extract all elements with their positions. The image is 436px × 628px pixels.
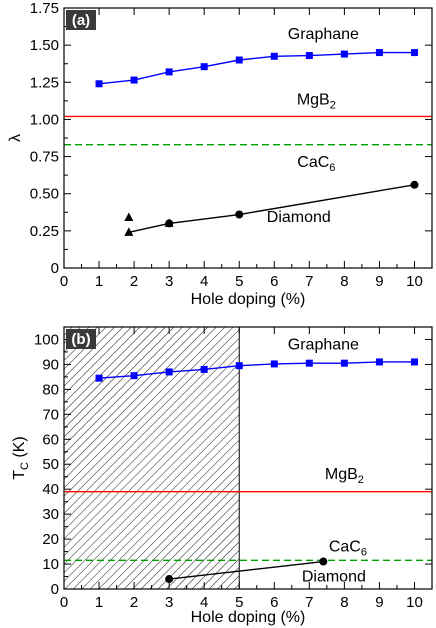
panel-b-xtick-label: 6 (270, 594, 278, 611)
panel-b-ytick-label: 20 (42, 531, 59, 548)
panel-a-y-axis-title: λ (7, 134, 24, 142)
panel-b-xtick-label: 4 (200, 594, 208, 611)
panel-a-label-diamond: Diamond (267, 209, 331, 226)
panel-a-xtick-label: 6 (270, 273, 278, 290)
panel-a-series-diamond-point-2 (235, 210, 244, 219)
panel-b-series-diamond-line (169, 560, 324, 580)
panel-a-series-graphane-point-2 (130, 76, 138, 84)
panel-b-series-graphane-point-6 (270, 360, 278, 368)
panel-b-series-diamond-point-2 (319, 557, 328, 566)
panel-b-series-graphane-point-3 (165, 368, 173, 376)
panel-a-panel-tag: (a) (72, 12, 90, 29)
panel-b-ytick-label: 40 (42, 481, 59, 498)
panel-a-series-graphane-point-4 (200, 63, 208, 71)
panel-b-x-axis-title: Hole doping (%) (191, 609, 306, 626)
panel-b-series-graphane-point-10 (410, 358, 418, 366)
panel-a-panel-tag-bg (66, 10, 96, 30)
panel-b-ytick-label: 10 (42, 556, 59, 573)
panel-a-xtick-label: 4 (200, 273, 208, 290)
panel-a-series-graphane-point-7 (305, 52, 313, 60)
panel-b-series-graphane-point-8 (340, 359, 348, 367)
panel-b-xtick-label: 3 (165, 594, 173, 611)
panel-b-xtick-label: 5 (235, 594, 243, 611)
panel-a-ytick-label: 1.00 (30, 111, 59, 128)
panel-a-label-cac: CaC6 (297, 154, 335, 174)
panel-a-series-graphane-point-8 (340, 50, 348, 58)
panel-a-xtick-label: 8 (340, 273, 348, 290)
panel-a-xtick-label: 5 (235, 273, 243, 290)
panel-b-panel-tag: (b) (71, 331, 90, 348)
panel-b-xtick-label: 10 (406, 594, 423, 611)
panel-a-ytick-label: 0.50 (30, 186, 59, 203)
panel-b-xtick-label: 1 (95, 594, 103, 611)
panel-a-ytick-label: 1.50 (30, 37, 59, 54)
panel-b-ytick-label: 100 (34, 331, 59, 348)
panel-a-series-extra-3-line (128, 222, 170, 234)
panel-a-series-extra-2-point-1 (124, 212, 134, 221)
panel-b-plot-frame (63, 326, 433, 590)
panel-b-xtick-label: 7 (305, 594, 313, 611)
panel-b-series-graphane-line (98, 361, 415, 379)
panel-b-series-graphane-point-1 (95, 374, 103, 382)
panel-b-hatched-region (63, 326, 240, 590)
panel-a-xtick-label: 0 (60, 273, 68, 290)
panel-b-label-diamond: Diamond (302, 569, 366, 586)
panel-a-xtick-label: 7 (305, 273, 313, 290)
panel-b-xtick-label: 9 (375, 594, 383, 611)
panel-b-ytick-label: 30 (42, 506, 59, 523)
panel-a-ytick-label: 0.25 (30, 223, 59, 240)
panel-a-ytick-label: 0 (51, 260, 59, 277)
panel-a-series-graphane-line (98, 51, 415, 85)
panel-a-series-graphane-point-3 (165, 68, 173, 76)
panel-b-xtick-label: 2 (130, 594, 138, 611)
panel-a-label-mgb: MgB2 (297, 92, 336, 112)
panel-a-series-diamond-point-3 (410, 180, 419, 189)
panel-b-label-cac: CaC6 (329, 539, 367, 559)
panel-b-series-graphane-point-2 (130, 372, 138, 380)
panel-a-xtick-label: 3 (165, 273, 173, 290)
panel-b-series-graphane-point-5 (235, 362, 243, 370)
panel-a-chart: 0 1 2 3 4 5 6 7 8 9 10 0 0.25 0.50 0.75 1.00 1.25 1.50 1.7… (7, 0, 433, 308)
panel-a-ytick-label: 1.25 (30, 74, 59, 91)
panel-a-series-graphane-point-5 (235, 56, 243, 64)
panel-a-xtick-label: 2 (130, 273, 138, 290)
panel-b-ytick-label: 0 (51, 581, 59, 598)
panel-b-xtick-label: 8 (340, 594, 348, 611)
panel-a-series-graphane-point-10 (410, 49, 418, 57)
panel-b-series-graphane-point-7 (305, 359, 313, 367)
panel-b-y-axis-title: TC (K) (11, 436, 31, 480)
panel-b-ytick-label: 70 (42, 406, 59, 423)
panel-a-xtick-label: 1 (95, 273, 103, 290)
panel-b-ytick-label: 80 (42, 381, 59, 398)
panel-b-series-graphane-point-4 (200, 365, 208, 373)
panel-a-series-graphane-point-1 (95, 80, 103, 88)
panel-a-ytick-label: 0.75 (30, 149, 59, 166)
panel-b-ytick-label: 50 (42, 456, 59, 473)
panel-b-ytick-label: 60 (42, 431, 59, 448)
panel-a-xtick-label: 10 (406, 273, 423, 290)
panel-a-series-graphane-point-6 (270, 52, 278, 60)
panel-a-series-graphane-point-9 (375, 49, 383, 57)
panel-a-x-axis-title: Hole doping (%) (191, 291, 306, 308)
panel-b-panel-tag-bg (66, 329, 96, 349)
panel-b-series-diamond-point-1 (165, 575, 174, 584)
panel-a-label-graphane: Graphane (288, 26, 359, 43)
panel-a-ytick-label: 1.75 (30, 0, 59, 17)
panel-b-series-graphane-point-9 (375, 358, 383, 366)
panel-b-ytick-label: 90 (42, 356, 59, 373)
panel-b-label-mgb: MgB2 (325, 466, 364, 486)
panel-a-xtick-label: 9 (375, 273, 383, 290)
panel-b-label-graphane: Graphane (288, 336, 359, 353)
panel-b-xtick-label: 0 (60, 594, 68, 611)
panel-a-plot-frame (63, 7, 433, 269)
panel-a-series-extra-3-point-2 (164, 218, 174, 227)
panel-a-series-extra-3-point-1 (124, 227, 134, 236)
